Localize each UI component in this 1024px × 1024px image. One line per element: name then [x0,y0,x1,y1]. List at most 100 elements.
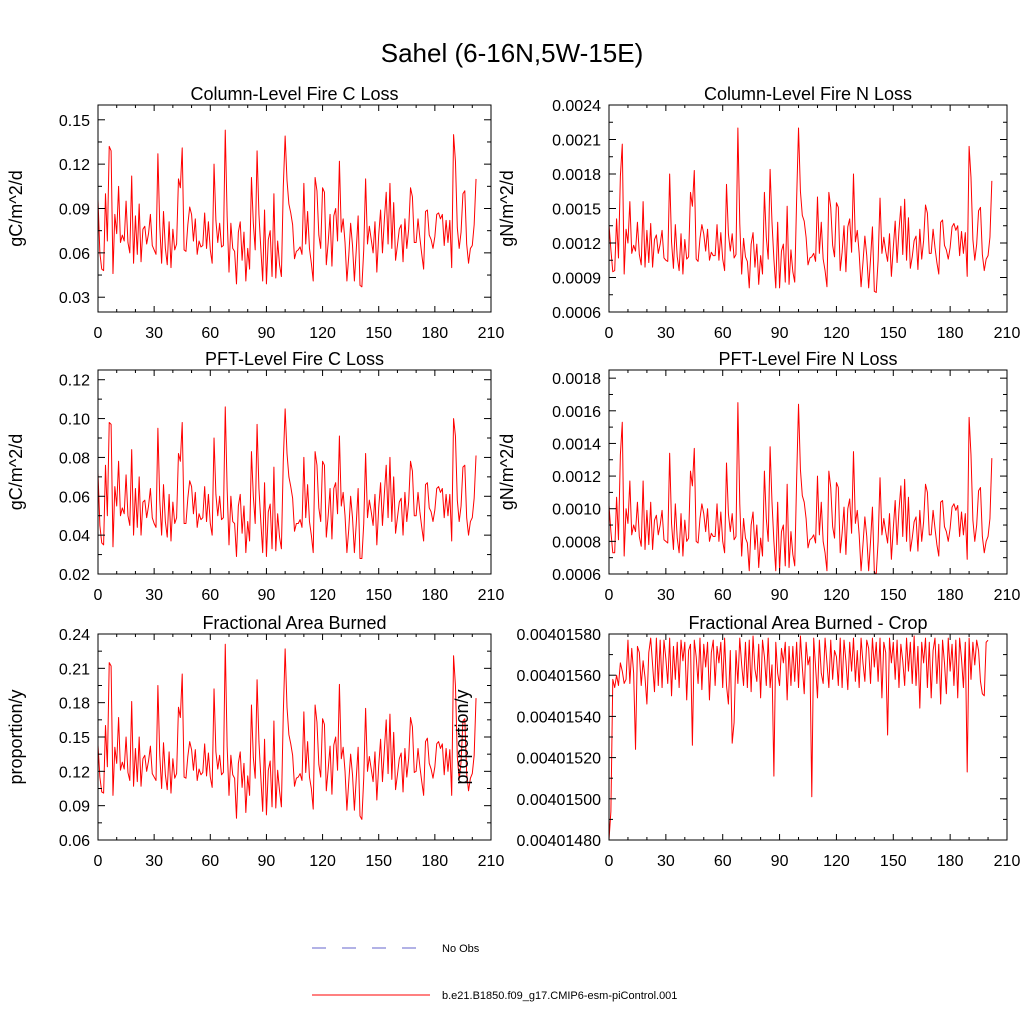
x-tick-label: 60 [201,587,219,604]
x-tick-label: 90 [771,325,789,342]
y-tick-label: 0.0006 [552,305,601,322]
plot-frame [97,369,492,575]
x-tick-label: 0 [605,587,614,604]
x-tick-label: 30 [145,853,163,870]
y-tick-label: 0.00401520 [516,751,601,768]
x-tick-label: 120 [309,587,336,604]
x-tick-label: 180 [422,325,449,342]
panel-title: PFT-Level Fire C Loss [205,349,384,369]
legend-label-no-obs: No Obs [442,943,480,955]
series-line [608,402,993,575]
panel-col-fire-c-loss: Column-Level Fire C Loss 0 30 60 90 120 150 180… [6,84,504,342]
x-tick-label: 120 [823,853,850,870]
x-tick-label: 0 [605,853,614,870]
x-tick-label: 210 [994,853,1021,870]
x-tick-label: 90 [771,853,789,870]
y-axis-label: gC/m^2/d [6,170,26,246]
panel-pft-fire-n-loss: PFT-Level Fire N Loss 0 30 60 90 120 150 180 210… [497,349,1020,604]
x-tick-label: 120 [309,325,336,342]
y-tick-label: 0.00401560 [516,668,601,685]
y-tick-label: 0.00401480 [516,833,601,850]
y-tick-label: 0.03 [59,290,90,307]
y-tick-label: 0.06 [59,246,90,263]
y-tick-label: 0.10 [59,412,90,429]
panel-title: Column-Level Fire N Loss [704,84,912,104]
x-tick-label: 150 [880,325,907,342]
y-tick-label: 0.0015 [552,202,601,219]
x-tick-label: 180 [937,853,964,870]
y-tick-label: 0.12 [59,764,90,781]
y-tick-label: 0.0009 [552,271,601,288]
plot-frame [608,369,1008,575]
y-tick-label: 0.0010 [552,502,601,519]
y-axis-label: gN/m^2/d [497,434,517,510]
y-axis-label: proportion/y [452,689,472,784]
y-tick-label: 0.0012 [552,469,601,486]
y-tick-label: 0.12 [59,373,90,390]
y-tick-label: 0.06 [59,833,90,850]
panel-area-burned: Fractional Area Burned 0 30 60 90 120 150 180 21… [6,613,504,870]
series-line [97,406,477,559]
x-tick-label: 60 [714,587,732,604]
x-tick-label: 90 [258,853,276,870]
y-tick-label: 0.02 [59,567,90,584]
y-tick-label: 0.0008 [552,534,601,551]
x-tick-label: 0 [94,853,103,870]
x-tick-label: 30 [657,587,675,604]
y-tick-label: 0.09 [59,799,90,816]
x-tick-label: 150 [365,325,392,342]
y-tick-label: 0.0024 [552,98,601,115]
series-line [608,127,993,293]
legend-label-model-run: b.e21.B1850.f09_g17.CMIP6-esm-piControl.… [442,990,677,1002]
x-tick-label: 180 [422,853,449,870]
x-tick-label: 210 [994,325,1021,342]
y-axis-label: proportion/y [6,689,26,784]
y-tick-label: 0.00401540 [516,709,601,726]
x-tick-label: 150 [365,853,392,870]
x-tick-label: 30 [657,853,675,870]
x-tick-label: 90 [771,587,789,604]
x-tick-label: 60 [714,325,732,342]
x-tick-label: 120 [823,325,850,342]
y-axis-label: gN/m^2/d [497,170,517,246]
y-tick-label: 0.18 [59,696,90,713]
x-tick-label: 60 [201,325,219,342]
x-tick-label: 0 [605,325,614,342]
y-tick-label: 0.0006 [552,567,601,584]
y-tick-label: 0.09 [59,202,90,219]
x-tick-label: 180 [937,587,964,604]
y-tick-label: 0.04 [59,528,90,545]
y-tick-label: 0.15 [59,113,90,130]
legend: No Obs b.e21.B1850.f09_g17.CMIP6-esm-piC… [312,943,677,1002]
y-tick-label: 0.24 [59,627,90,644]
y-tick-label: 0.00401500 [516,792,601,809]
panel-pft-fire-c-loss: PFT-Level Fire C Loss 0 30 60 90 120 150 180 210… [6,349,504,604]
panels-group: Column-Level Fire C Loss 0 30 60 90 120 150 180… [6,84,1020,870]
y-tick-label: 0.00401580 [516,627,601,644]
x-tick-label: 210 [994,587,1021,604]
x-tick-label: 210 [478,587,505,604]
panel-area-burned-crop: Fractional Area Burned - Crop 0 30 60 90 120 1… [452,613,1020,870]
y-tick-label: 0.0012 [552,236,601,253]
series-line [608,635,989,841]
x-tick-label: 60 [201,853,219,870]
x-tick-label: 150 [365,587,392,604]
x-tick-label: 150 [880,587,907,604]
x-tick-label: 150 [880,853,907,870]
x-tick-label: 0 [94,587,103,604]
y-tick-label: 0.21 [59,661,90,678]
y-tick-label: 0.06 [59,489,90,506]
x-tick-label: 120 [823,587,850,604]
x-tick-label: 180 [422,587,449,604]
y-tick-label: 0.0018 [552,371,601,388]
y-tick-label: 0.15 [59,730,90,747]
y-tick-label: 0.12 [59,157,90,174]
series-line [97,129,477,288]
panel-col-fire-n-loss: Column-Level Fire N Loss 0 30 60 90 120 150 180… [497,84,1020,342]
y-tick-label: 0.0021 [552,133,601,150]
x-tick-label: 60 [714,853,732,870]
y-tick-label: 0.0016 [552,404,601,421]
x-tick-label: 210 [478,853,505,870]
x-tick-label: 180 [937,325,964,342]
